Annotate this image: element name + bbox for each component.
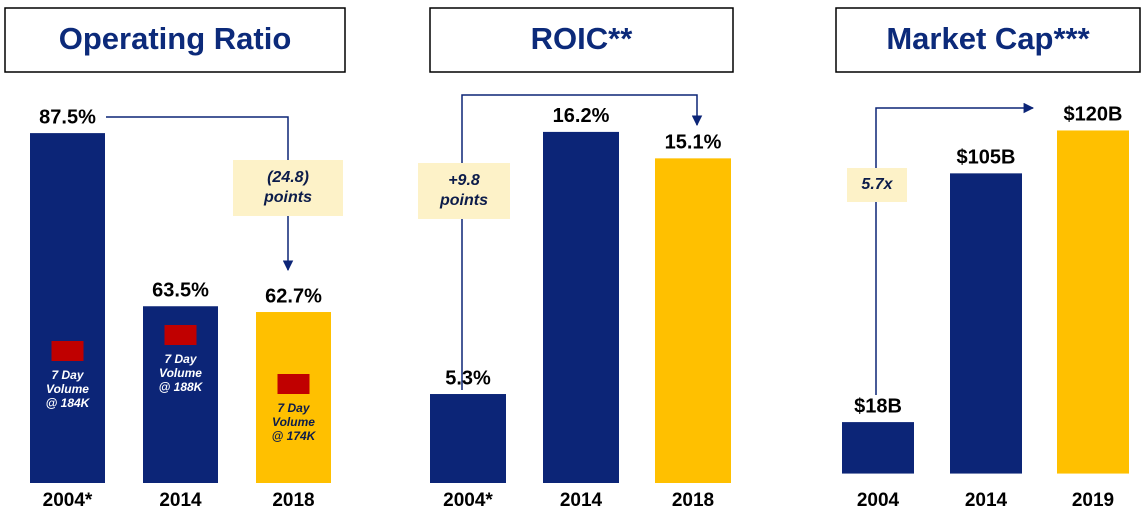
bar-note: @ 184K <box>46 396 91 410</box>
title-box <box>429 7 734 73</box>
note-icon <box>277 374 310 394</box>
bar <box>842 422 914 474</box>
bar-note: Volume <box>159 366 202 380</box>
x-tick-label: 2004* <box>43 490 93 511</box>
bar-note: @ 174K <box>272 429 317 443</box>
value-label: 16.2% <box>553 105 610 127</box>
x-tick-label: 2014 <box>159 490 202 511</box>
bar <box>655 158 731 483</box>
value-label: 87.5% <box>39 106 96 128</box>
x-tick-label: 2014 <box>560 490 603 511</box>
value-label: 5.3% <box>445 367 491 389</box>
annotation: points <box>439 192 488 209</box>
note-icon <box>51 341 84 361</box>
panel-title: ROIC** <box>531 21 634 56</box>
bar-note: 7 Day <box>51 368 84 382</box>
x-tick-label: 2019 <box>1072 490 1114 511</box>
x-tick-label: 2004 <box>857 490 900 511</box>
bar <box>430 394 506 483</box>
value-label: $18B <box>854 395 902 417</box>
title-box <box>4 7 346 73</box>
bar <box>30 133 105 483</box>
x-tick-label: 2018 <box>272 490 314 511</box>
panel-title: Operating Ratio <box>59 21 292 56</box>
bar <box>1057 130 1129 474</box>
value-label: 62.7% <box>265 285 322 307</box>
value-label: $105B <box>957 147 1016 169</box>
bar <box>543 131 619 483</box>
bar-note: Volume <box>46 382 89 396</box>
value-label: $120B <box>1064 104 1123 126</box>
note-icon <box>164 325 197 345</box>
arrow <box>461 94 703 390</box>
annotation: 5.7x <box>861 176 893 193</box>
x-tick-label: 2018 <box>672 490 714 511</box>
value-label: 63.5% <box>152 280 209 302</box>
annotation: +9.8 <box>448 172 480 189</box>
panel-title: Market Cap*** <box>886 21 1090 56</box>
bar-note: 7 Day <box>164 352 197 366</box>
bar <box>256 312 331 483</box>
annotation: (24.8) <box>267 169 309 186</box>
arrow <box>106 116 294 272</box>
annotation-box <box>847 168 907 202</box>
value-label: 15.1% <box>665 132 722 154</box>
x-tick-label: 2004* <box>443 490 493 511</box>
bar <box>950 173 1022 474</box>
annotation: points <box>263 189 312 206</box>
title-box <box>835 7 1141 73</box>
x-tick-label: 2014 <box>965 490 1008 511</box>
arrow <box>875 102 1035 395</box>
bar-note: 7 Day <box>277 401 310 415</box>
annotation-box <box>233 160 343 216</box>
bar-note: Volume <box>272 415 315 429</box>
annotation-box <box>418 163 510 219</box>
bar-note: @ 188K <box>159 380 204 394</box>
